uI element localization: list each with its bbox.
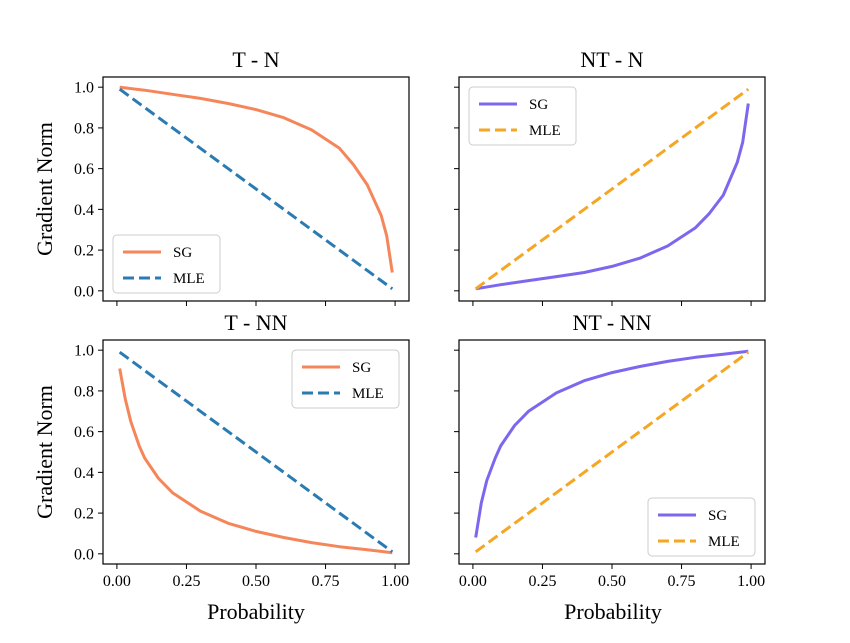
legend-label-mle: MLE [708, 534, 740, 550]
panel-title: NT - NN [572, 310, 651, 335]
x-tick-label: 1.00 [381, 573, 409, 590]
y-tick-label: 0.4 [74, 202, 94, 219]
legend: SG MLE [647, 497, 756, 557]
y-tick-label: 0.2 [74, 506, 94, 523]
x-tick-label: 0.50 [242, 573, 270, 590]
x-tick-label: 0.50 [598, 573, 626, 590]
y-tick-label: 0.0 [74, 283, 94, 300]
y-axis-label-bottom: Gradient Norm [32, 385, 57, 519]
x-tick-label: 0.25 [528, 573, 556, 590]
y-tick-label: 0.8 [74, 383, 94, 400]
legend: SG MLE [112, 234, 221, 294]
y-tick-label: 0.6 [74, 424, 94, 441]
legend: SG MLE [468, 86, 577, 146]
series-mle-line [474, 87, 750, 291]
y-axis-label-top: Gradient Norm [32, 122, 57, 256]
x-tick-label: 1.00 [737, 573, 765, 590]
y-tick-label: 0.2 [74, 243, 94, 260]
x-axis-label-right: Probability [564, 599, 662, 624]
y-tick-label: 1.0 [74, 343, 94, 360]
y-tick-label: 0.4 [74, 465, 94, 482]
x-tick-label: 0.75 [312, 573, 340, 590]
x-tick-label: 0.75 [668, 573, 696, 590]
legend-label-sg: SG [352, 360, 371, 376]
y-tick-label: 0.6 [74, 161, 94, 178]
x-tick-label: 0.25 [172, 573, 200, 590]
x-tick-label: 0.00 [103, 573, 131, 590]
legend-label-mle: MLE [529, 123, 561, 139]
panel-4: NT - NN 0.00 0.25 0.50 0.75 1.00 SG MLE [454, 310, 766, 590]
series-mle-line [474, 350, 750, 554]
panel-2: NT - N SG MLE [454, 47, 766, 306]
panel-title: T - N [232, 47, 279, 72]
legend-label-sg: SG [529, 97, 548, 113]
series-sg-line [118, 368, 393, 555]
legend-label-sg: SG [708, 508, 727, 524]
x-tick-label: 0.00 [459, 573, 487, 590]
y-tick-label: 0.8 [74, 120, 94, 137]
legend: SG MLE [291, 349, 400, 409]
legend-label-mle: MLE [173, 271, 205, 287]
panel-title: T - NN [224, 310, 287, 335]
panel-1: T - N 0.0 0.2 0.4 0.6 0.8 1.0 SG MLE [74, 47, 410, 306]
panel-title: NT - N [580, 47, 643, 72]
series-mle-line [118, 87, 394, 291]
y-tick-label: 0.0 [74, 546, 94, 563]
series-sg-line [474, 349, 749, 538]
legend-label-mle: MLE [352, 386, 384, 402]
series-mle-line [118, 350, 394, 554]
panel-3: T - NN 0.0 0.2 0.4 0.6 0.8 1.0 0.00 0.25 0.50 0.75… [74, 310, 410, 590]
series-sg-line [119, 85, 394, 273]
y-tick-label: 1.0 [74, 80, 94, 97]
x-axis-label-left: Probability [207, 599, 305, 624]
legend-label-sg: SG [173, 245, 192, 261]
series-sg-line [475, 103, 750, 291]
